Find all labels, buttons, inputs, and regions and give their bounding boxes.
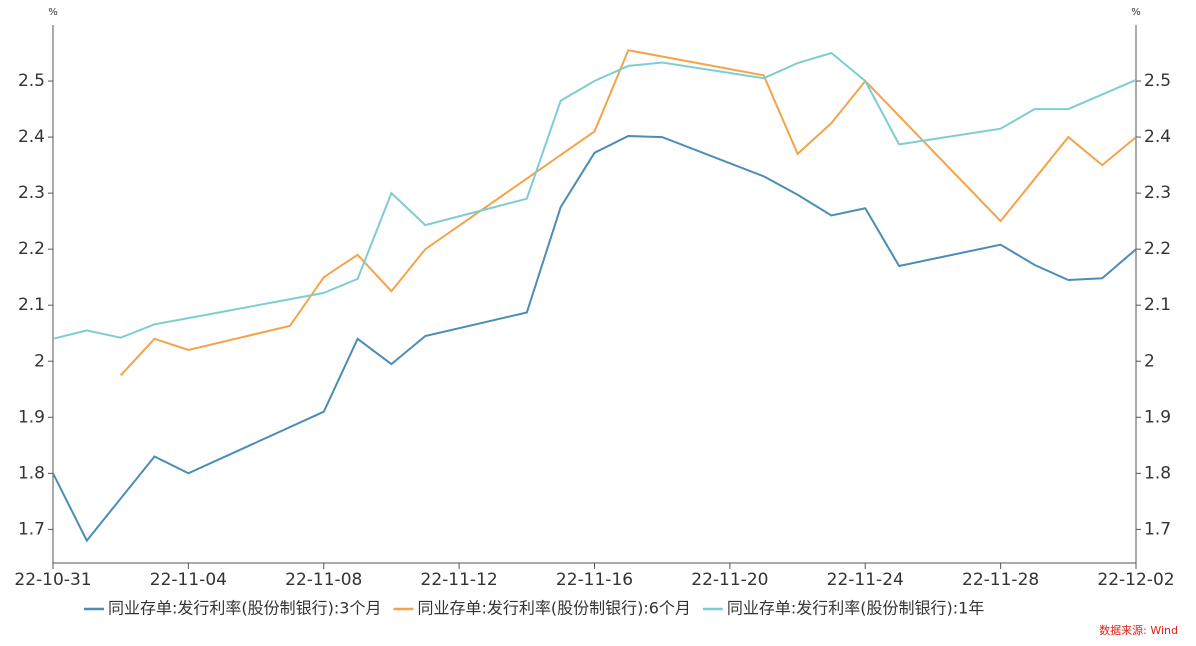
y2-tick-label: 1.9 — [1144, 407, 1171, 427]
y-tick-label: 2.2 — [18, 239, 45, 259]
y-tick-label: 1.8 — [18, 463, 45, 483]
source-note: 数据来源: Wind — [1099, 623, 1178, 637]
series-line — [52, 51, 1137, 340]
legend-label: 同业存单:发行利率(股份制银行):1年 — [727, 599, 984, 618]
y-tick-label: 2.3 — [18, 183, 45, 203]
x-tick-label: 22-10-31 — [14, 570, 91, 590]
y2-tick-label: 2.5 — [1144, 71, 1171, 91]
legend-label: 同业存单:发行利率(股份制银行):3个月 — [108, 599, 381, 618]
x-tick-label: 22-12-02 — [1097, 570, 1174, 590]
y-tick-label: 1.7 — [18, 519, 45, 539]
y-tick-label: 2 — [34, 351, 45, 371]
y-tick-label: 1.9 — [18, 407, 45, 427]
series-line — [119, 49, 1137, 376]
y2-tick-label: 1.8 — [1144, 463, 1171, 483]
x-tick-label: 22-11-20 — [691, 570, 768, 590]
legend-label: 同业存单:发行利率(股份制银行):6个月 — [417, 599, 690, 618]
y-unit: % — [48, 7, 58, 18]
y2-tick-label: 2 — [1144, 351, 1155, 371]
y2-unit: % — [1131, 7, 1141, 18]
y-tick-label: 2.5 — [18, 71, 45, 91]
x-tick-label: 22-11-04 — [150, 570, 227, 590]
y-tick-label: 2.4 — [18, 127, 45, 147]
x-tick-label: 22-11-08 — [285, 570, 362, 590]
series-line — [52, 134, 1137, 543]
y2-tick-label: 2.4 — [1144, 127, 1171, 147]
x-tick-label: 22-11-24 — [827, 570, 904, 590]
x-tick-label: 22-11-16 — [556, 570, 633, 590]
y2-tick-label: 2.3 — [1144, 183, 1171, 203]
x-tick-label: 22-11-12 — [421, 570, 498, 590]
y-tick-label: 2.1 — [18, 295, 45, 315]
x-tick-label: 22-11-28 — [962, 570, 1039, 590]
y2-tick-label: 2.2 — [1144, 239, 1171, 259]
y2-tick-label: 1.7 — [1144, 519, 1171, 539]
y2-tick-label: 2.1 — [1144, 295, 1171, 315]
